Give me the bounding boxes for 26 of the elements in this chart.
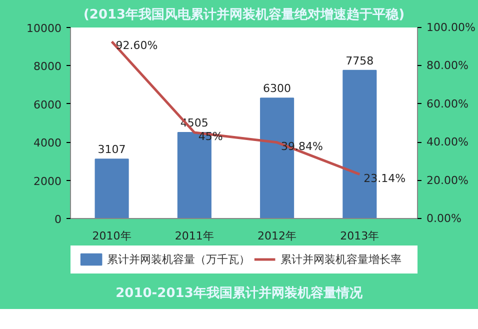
y2-tick-label: 100.00%	[426, 21, 476, 34]
data-label: 3107	[98, 143, 126, 156]
x-tick-label: 2012年	[258, 230, 297, 242]
y2-tick-label: 0.00%	[426, 212, 462, 225]
chart-title: (2013年我国风电累计并网装机容量绝对增速趋于平稳)	[83, 6, 405, 22]
y-tick-label: 4000	[34, 136, 62, 150]
x-tick-label: 2010年	[92, 230, 132, 242]
legend-label: 累计并网装机容量（万千瓦）	[106, 253, 250, 266]
bar	[94, 158, 129, 218]
x-tick-label: 2011年	[174, 230, 214, 242]
y-tick-label: 6000	[34, 98, 62, 112]
y2-tick-label: 60.00%	[426, 97, 468, 110]
y-tick-label: 8000	[34, 60, 62, 74]
legend-label: 累计并网装机容量增长率	[280, 253, 402, 266]
y2-tick-label: 80.00%	[426, 59, 468, 72]
y-tick-label: 2000	[34, 174, 62, 188]
data-label: 6300	[263, 82, 292, 96]
y-tick-label: 10000	[26, 22, 62, 35]
y-tick-label: 0	[54, 213, 62, 226]
data-label: 45%	[198, 130, 223, 144]
text: 2010-2013年我国累计并网装机容量情况	[116, 285, 362, 303]
data-label: 7758	[346, 54, 374, 68]
x-tick-label: 2013年	[340, 230, 380, 242]
y2-tick-label: 40.00%	[426, 136, 468, 149]
data-label: 92.60%	[116, 39, 158, 52]
y2-tick-label: 20.00%	[426, 174, 468, 187]
